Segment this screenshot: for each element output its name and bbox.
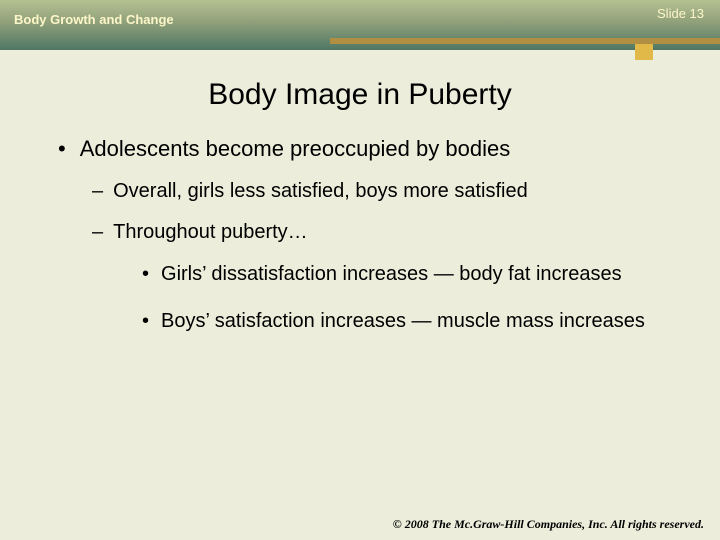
bullet-level2: Overall, girls less satisfied, boys more…	[92, 180, 680, 203]
slide-header: Body Growth and Change Slide 13	[0, 0, 720, 50]
bullet-text: Throughout puberty…	[113, 221, 308, 244]
slide-title: Body Image in Puberty	[0, 60, 720, 136]
chapter-label: Body Growth and Change	[14, 12, 174, 27]
accent-bar	[330, 38, 720, 44]
slide-content: Body Image in Puberty Adolescents become…	[0, 60, 720, 510]
slide-number: Slide 13	[657, 6, 704, 21]
copyright-footer: © 2008 The Mc.Graw-Hill Companies, Inc. …	[393, 517, 704, 532]
bullet-level3: Girls’ dissatisfaction increases — body …	[142, 262, 650, 287]
bullet-text: Girls’ dissatisfaction increases — body …	[161, 262, 622, 287]
bullet-level3: Boys’ satisfaction increases — muscle ma…	[142, 309, 650, 334]
bullet-list: Adolescents become preoccupied by bodies…	[0, 136, 720, 334]
bullet-level1: Adolescents become preoccupied by bodies	[58, 136, 680, 162]
bullet-level2: Throughout puberty…	[92, 221, 680, 244]
bullet-text: Adolescents become preoccupied by bodies	[80, 136, 511, 162]
bullet-text: Overall, girls less satisfied, boys more…	[113, 180, 528, 203]
bullet-text: Boys’ satisfaction increases — muscle ma…	[161, 309, 645, 334]
